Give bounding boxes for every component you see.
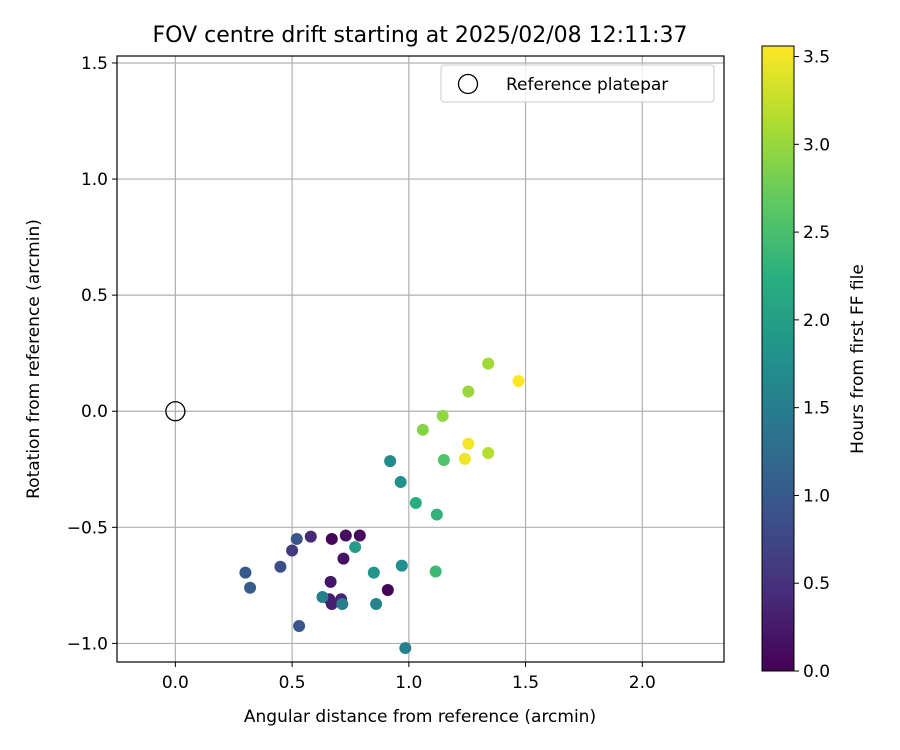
colorbar-ticks: 0.0 0.5 1.0 1.5 2.0 2.5 3.0 3.5	[794, 48, 830, 682]
data-point	[395, 559, 408, 572]
colorbar-label: Hours from first FF file	[848, 264, 868, 454]
data-point	[324, 575, 337, 588]
y-tick-label: 0.0	[81, 402, 108, 422]
data-point	[381, 584, 394, 597]
data-point	[304, 530, 317, 543]
y-tick-label: 1.0	[81, 170, 108, 190]
data-point	[462, 385, 475, 398]
x-tick-label: 0.5	[279, 673, 306, 693]
y-tick-label: −1.0	[67, 634, 108, 654]
colorbar-tick-label: 0.0	[803, 662, 830, 682]
data-point	[290, 532, 303, 545]
scatter-points	[165, 357, 525, 655]
legend: Reference platepar	[440, 64, 715, 103]
data-point	[239, 566, 252, 579]
x-tick-label: 0.0	[162, 673, 189, 693]
data-point	[416, 423, 429, 436]
x-tick-label: 1.5	[512, 673, 539, 693]
data-point	[244, 581, 257, 594]
data-point	[437, 454, 450, 466]
data-point	[353, 529, 366, 542]
data-point	[293, 620, 306, 633]
data-point	[370, 597, 383, 610]
x-tick-label: 1.0	[395, 673, 422, 693]
chart-title: FOV centre drift starting at 2025/02/08 …	[153, 23, 688, 48]
data-point	[336, 597, 349, 610]
y-axis-label: Rotation from reference (arcmin)	[24, 219, 44, 499]
grid	[117, 56, 724, 662]
data-point	[512, 375, 525, 388]
x-tick-label: 2.0	[629, 673, 656, 693]
colorbar-gradient	[761, 45, 795, 672]
colorbar-tick-label: 1.5	[803, 399, 830, 419]
data-point	[458, 452, 471, 465]
data-point	[274, 560, 287, 573]
x-axis-ticks: 0.0 0.5 1.0 1.5 2.0	[162, 662, 656, 693]
y-tick-label: −0.5	[67, 518, 108, 538]
colorbar-tick-label: 3.5	[803, 48, 830, 68]
colorbar-tick-label: 3.0	[803, 135, 830, 155]
y-tick-label: 0.5	[81, 286, 108, 306]
data-point	[482, 447, 495, 460]
data-point	[325, 597, 338, 610]
data-point	[430, 508, 443, 521]
x-axis-label: Angular distance from reference (arcmin)	[244, 707, 596, 727]
data-point	[409, 496, 422, 509]
colorbar-tick-label: 2.0	[803, 311, 830, 331]
data-point	[384, 455, 397, 468]
legend-marker-reference	[457, 73, 479, 95]
data-point	[286, 544, 299, 557]
data-point	[325, 532, 338, 545]
colorbar-tick-label: 0.5	[803, 574, 830, 594]
y-axis-ticks: −1.0 −0.5 0.0 0.5 1.0 1.5	[67, 54, 117, 654]
legend-box	[440, 64, 715, 103]
plot-frame	[116, 55, 725, 663]
data-point	[429, 565, 442, 578]
colorbar-tick-label: 2.5	[803, 223, 830, 243]
data-point	[349, 541, 362, 554]
data-point	[337, 552, 350, 565]
colorbar: 0.0 0.5 1.0 1.5 2.0 2.5 3.0 3.5 Hours from firs…	[761, 45, 868, 682]
data-point	[399, 642, 412, 655]
reference-point-marker	[165, 401, 186, 422]
data-point	[436, 409, 449, 422]
legend-label-reference: Reference platepar	[506, 75, 668, 95]
data-point	[394, 476, 407, 489]
y-tick-label: 1.5	[81, 54, 108, 74]
data-point	[367, 566, 380, 579]
data-point	[339, 529, 352, 542]
data-point	[316, 590, 329, 603]
colorbar-tick-label: 1.0	[803, 486, 830, 506]
data-point	[482, 357, 495, 370]
data-point	[462, 437, 475, 450]
